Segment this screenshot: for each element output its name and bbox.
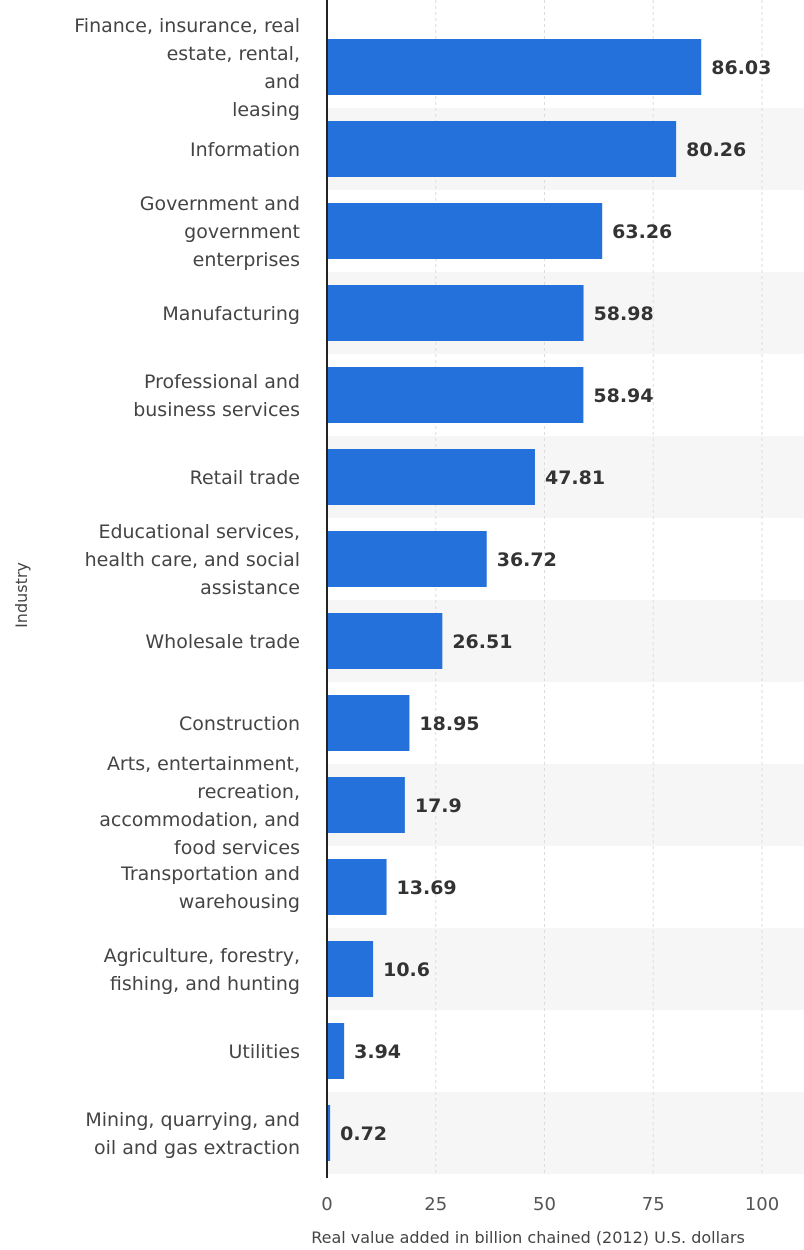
category-label: Manufacturing	[162, 303, 300, 325]
data-label: 80.26	[686, 139, 746, 161]
row-band	[327, 764, 804, 846]
bar	[327, 613, 443, 669]
data-label: 17.9	[415, 795, 462, 817]
bar	[327, 1105, 331, 1161]
tick-label: 25	[424, 1194, 447, 1215]
bar	[327, 859, 387, 915]
bar	[327, 367, 584, 423]
gridlines	[435, 0, 763, 1174]
data-label: 0.72	[340, 1123, 387, 1145]
y-axis-title: Industry	[12, 562, 31, 628]
category-label: Wholesale trade	[145, 631, 300, 653]
data-label: 13.69	[397, 877, 457, 899]
data-label: 58.98	[594, 303, 654, 325]
category-label: Utilities	[228, 1041, 300, 1063]
x-axis-ticks: 0 25 50 75 100	[321, 1194, 779, 1215]
bar	[327, 203, 603, 259]
bars	[327, 39, 702, 1161]
category-label: Educational services, health care, and so…	[85, 521, 300, 599]
bar	[327, 941, 374, 997]
tick-label: 100	[745, 1194, 779, 1215]
category-label: Agriculture, forestry, fishing, and hunti…	[104, 945, 300, 995]
category-label: Professional and business services	[133, 371, 300, 421]
bar	[327, 121, 677, 177]
data-label: 47.81	[545, 467, 605, 489]
data-label: 36.72	[497, 549, 557, 571]
data-label: 10.6	[383, 959, 430, 981]
data-label: 26.51	[452, 631, 512, 653]
data-label: 18.95	[419, 713, 479, 735]
tick-label: 50	[533, 1194, 556, 1215]
data-label: 58.94	[593, 385, 653, 407]
bar	[327, 285, 584, 341]
bar	[327, 449, 535, 505]
category-label: Mining, quarrying, and oil and gas extrac…	[85, 1109, 300, 1159]
bar	[327, 1023, 345, 1079]
tick-label: 75	[642, 1194, 665, 1215]
x-axis-title: Real value added in billion chained (201…	[311, 1228, 745, 1247]
bar	[327, 531, 487, 587]
category-label: Information	[190, 139, 300, 161]
category-labels: Finance, insurance, real estate, rental, a…	[74, 15, 300, 1159]
category-label: Retail trade	[190, 467, 300, 489]
category-label: Government and government enterprises	[140, 193, 300, 271]
category-label: Construction	[179, 713, 300, 735]
category-label: Transportation and warehousing	[120, 863, 300, 913]
row-bands	[327, 108, 804, 1174]
bar	[327, 695, 410, 751]
tick-label: 0	[321, 1194, 332, 1215]
row-band	[327, 928, 804, 1010]
category-label: Arts, entertainment, recreation, accommoda…	[99, 753, 300, 859]
data-label: 63.26	[612, 221, 672, 243]
value-labels: 86.03 80.26 63.26 58.98 58.94 47.81 36.72 26.51…	[340, 57, 771, 1145]
data-label: 3.94	[354, 1041, 401, 1063]
bar	[327, 39, 702, 95]
bar	[327, 777, 405, 833]
category-label: Finance, insurance, real estate, rental, a…	[74, 15, 300, 121]
data-label: 86.03	[711, 57, 771, 79]
row-band	[327, 1092, 804, 1174]
